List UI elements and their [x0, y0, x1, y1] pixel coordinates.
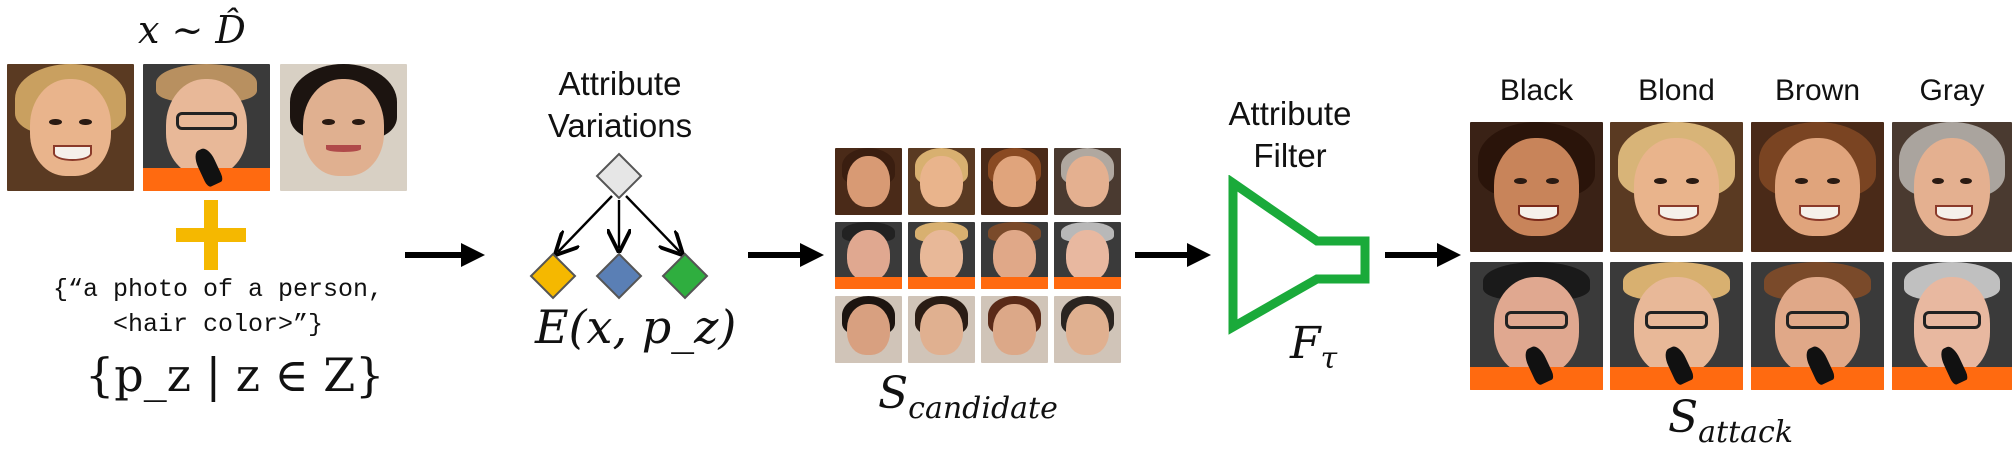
input-face-1: [7, 64, 134, 191]
attribute-filter-title: Attribute Filter: [1210, 93, 1370, 177]
candidate-face: [1054, 222, 1121, 289]
input-face-2: [143, 64, 270, 191]
filter-label: Fτ: [1290, 318, 1337, 376]
hair-color-label: Brown: [1774, 74, 1861, 107]
candidate-face: [908, 222, 975, 289]
attack-set-label: Sattack: [1668, 392, 1793, 450]
hair-color-label: Black: [1499, 74, 1574, 107]
editor-label-text: E(x, p_z): [535, 300, 737, 354]
tree-edge-right: [625, 195, 680, 252]
attack-face-blond-1: [1610, 122, 1743, 252]
candidate-face: [835, 148, 902, 215]
prompt-set-label: {p_z | z ∈ Z}: [85, 348, 384, 402]
attack-face-black-2: [1470, 262, 1603, 390]
attribute-tree-diagram: [529, 152, 709, 300]
attack-sub: attack: [1698, 414, 1794, 450]
candidate-base: S: [878, 368, 909, 419]
candidate-face: [981, 222, 1048, 289]
flow-arrow-2: [748, 243, 824, 267]
plus-icon: [176, 200, 246, 270]
attack-base: S: [1668, 392, 1699, 443]
candidate-face: [835, 222, 902, 289]
attack-face-blond-2: [1610, 262, 1743, 390]
flow-arrow-4: [1385, 243, 1461, 267]
input-face-3: [280, 64, 407, 191]
filter-sub: τ: [1320, 340, 1338, 376]
candidate-face: [981, 296, 1048, 363]
flow-arrow-1: [405, 243, 485, 267]
filter-funnel-icon: [1228, 175, 1370, 335]
variation-node-green: [661, 252, 709, 300]
tree-edge-left: [558, 195, 613, 252]
prompt-line-2: <hair color>”}: [112, 310, 324, 339]
candidate-grid: [835, 148, 1123, 364]
editor-label: E(x, p_z): [535, 300, 736, 354]
candidate-face: [908, 148, 975, 215]
attack-face-brown-2: [1751, 262, 1884, 390]
hair-color-label: Gray: [1919, 74, 1985, 107]
filter-base: F: [1290, 318, 1321, 369]
attribute-variations-title: Attribute Variations: [520, 63, 720, 147]
candidate-face: [981, 148, 1048, 215]
attack-face-gray-2: [1892, 262, 2012, 390]
attribute-variations-line-1: Attribute: [558, 65, 682, 102]
hair-color-label: Blond: [1638, 74, 1715, 107]
prompt-set-text: {p_z | z ∈ Z}: [85, 348, 385, 402]
variation-node-blue: [595, 252, 643, 300]
input-distribution-label: x ~ D̂: [138, 8, 246, 52]
candidate-face: [835, 296, 902, 363]
attack-face-black-1: [1470, 122, 1603, 252]
attribute-filter-line-2: Filter: [1253, 137, 1327, 174]
prompt-text: {“a photo of a person, <hair color>”}: [10, 272, 426, 342]
attack-face-brown-1: [1751, 122, 1884, 252]
candidate-set-label: Scandidate: [878, 368, 1058, 426]
input-label-text: x ~ D̂: [138, 8, 246, 52]
prompt-line-1: {“a photo of a person,: [52, 275, 384, 304]
candidate-sub: candidate: [908, 390, 1058, 426]
candidate-face: [1054, 296, 1121, 363]
candidate-face: [908, 296, 975, 363]
attribute-variations-line-2: Variations: [547, 107, 693, 144]
candidate-face: [1054, 148, 1121, 215]
root-node: [595, 152, 643, 200]
flow-arrow-3: [1135, 243, 1211, 267]
attack-face-gray-1: [1892, 122, 2012, 252]
attribute-filter-line-1: Attribute: [1228, 95, 1352, 132]
variation-node-yellow: [529, 252, 577, 300]
